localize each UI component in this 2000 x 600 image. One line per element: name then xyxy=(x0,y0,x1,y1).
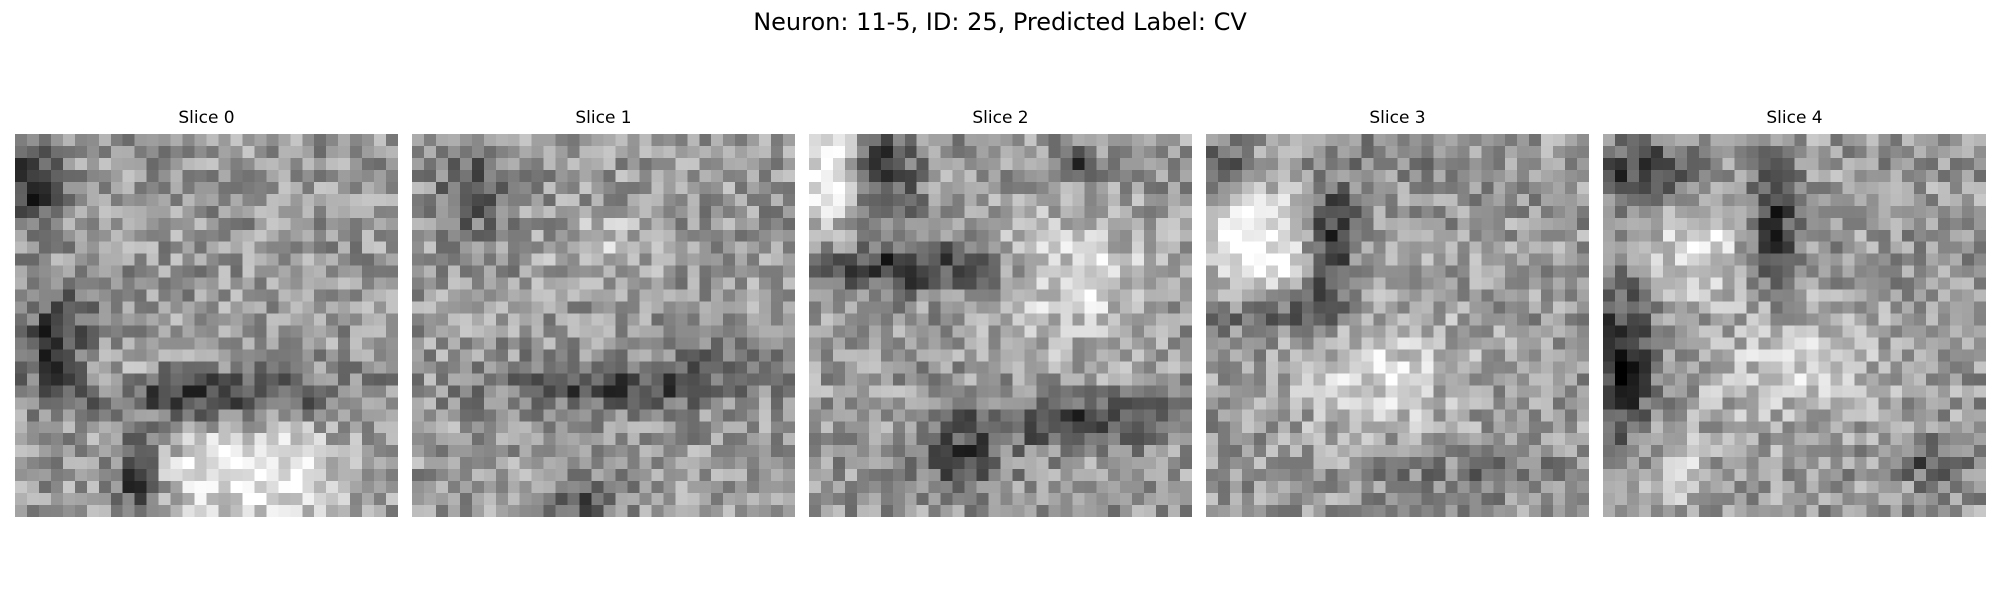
slice-image xyxy=(15,134,398,517)
slice-title: Slice 3 xyxy=(1369,108,1426,128)
slice-title: Slice 2 xyxy=(972,108,1029,128)
slice-title: Slice 0 xyxy=(178,108,235,128)
slice-title: Slice 4 xyxy=(1766,108,1823,128)
slice-image xyxy=(412,134,795,517)
slice-panel-3: Slice 3 xyxy=(1206,108,1589,517)
slice-image xyxy=(809,134,1192,517)
slice-panel-0: Slice 0 xyxy=(15,108,398,517)
figure-title: Neuron: 11-5, ID: 25, Predicted Label: C… xyxy=(753,8,1247,36)
slice-image xyxy=(1603,134,1986,517)
slice-title: Slice 1 xyxy=(575,108,632,128)
slice-panel-1: Slice 1 xyxy=(412,108,795,517)
slice-panel-4: Slice 4 xyxy=(1603,108,1986,517)
slice-panel-2: Slice 2 xyxy=(809,108,1192,517)
slice-image xyxy=(1206,134,1589,517)
